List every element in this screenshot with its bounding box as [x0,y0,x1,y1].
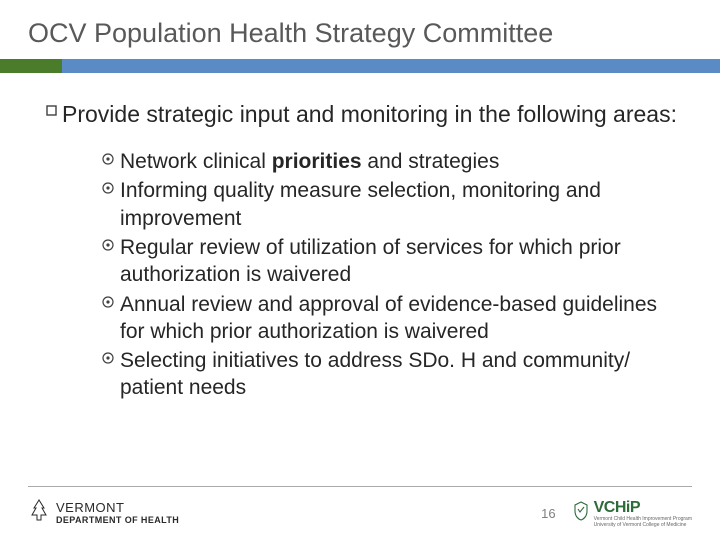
target-bullet-icon [96,296,120,308]
footer: VERMONT DEPARTMENT OF HEALTH 16 VCHiP Ve… [28,486,692,540]
footer-left-text: VERMONT DEPARTMENT OF HEALTH [56,501,179,525]
footer-dept: DEPARTMENT OF HEALTH [56,516,179,526]
sub-item-text: Regular review of utilization of service… [120,234,680,289]
sub-item: Regular review of utilization of service… [96,234,680,289]
sub-item-text: Informing quality measure selection, mon… [120,177,680,232]
main-bullet-item: Provide strategic input and monitoring i… [40,99,680,130]
sub-item-text: Network clinical priorities and strategi… [120,148,499,175]
square-bullet-icon [40,105,62,116]
target-bullet-icon [96,239,120,251]
accent-bar [0,59,720,73]
target-bullet-icon [96,153,120,165]
accent-green-block [0,59,62,73]
sub-item: Annual review and approval of evidence-b… [96,291,680,346]
vchip-emblem-icon [572,500,590,527]
content: Provide strategic input and monitoring i… [0,73,720,402]
vermont-tree-icon [28,498,50,529]
page-number: 16 [541,506,555,521]
sub-item-text: Annual review and approval of evidence-b… [120,291,680,346]
vchip-logo: VCHiP Vermont Child Health Improvement P… [572,499,692,528]
sub-item-text: Selecting initiatives to address SDo. H … [120,347,680,402]
sub-item: Selecting initiatives to address SDo. H … [96,347,680,402]
footer-right: 16 VCHiP Vermont Child Health Improvemen… [541,499,692,528]
sub-item: Network clinical priorities and strategi… [96,148,680,175]
slide-title: OCV Population Health Strategy Committee [0,0,720,59]
vchip-text-block: VCHiP Vermont Child Health Improvement P… [594,499,692,528]
footer-left-logo: VERMONT DEPARTMENT OF HEALTH [28,498,179,529]
vchip-sub2: University of Vermont College of Medicin… [594,523,692,529]
accent-blue-block [62,59,720,73]
target-bullet-icon [96,352,120,364]
main-intro-text: Provide strategic input and monitoring i… [62,99,677,130]
sub-list: Network clinical priorities and strategi… [40,144,680,402]
sub-item: Informing quality measure selection, mon… [96,177,680,232]
vchip-name: VCHiP [594,499,692,517]
target-bullet-icon [96,182,120,194]
footer-state: VERMONT [56,501,179,515]
